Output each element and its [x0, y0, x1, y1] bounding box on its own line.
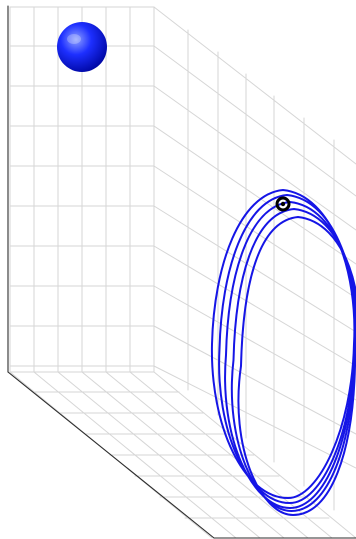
- orbit-loop-5: [237, 216, 356, 516]
- floor-diagonal-gridline: [153, 371, 356, 539]
- orbit-loop-1: [210, 189, 356, 499]
- orbit-paths: [210, 189, 356, 516]
- back-wall-grid: [9, 6, 155, 373]
- planet-highlight-icon: [67, 34, 81, 44]
- side-wall-gridline: [153, 325, 356, 435]
- planet-icon: [57, 22, 107, 72]
- bottom-frame-edge: [7, 371, 215, 539]
- side-wall-gridline: [153, 165, 356, 299]
- orbit-loop-3: [224, 201, 356, 509]
- frame-lines: [7, 5, 356, 539]
- focus-core-icon: [280, 201, 286, 207]
- focus-marker-icon: [275, 196, 291, 212]
- side-wall-gridline: [153, 6, 356, 165]
- scene-root: [7, 5, 356, 539]
- side-wall-gridline: [153, 45, 356, 197]
- side-wall-gridline: [153, 285, 356, 401]
- side-wall-grid: [153, 6, 356, 511]
- orbit-loop-4: [230, 208, 356, 512]
- side-wall-gridline: [153, 85, 356, 231]
